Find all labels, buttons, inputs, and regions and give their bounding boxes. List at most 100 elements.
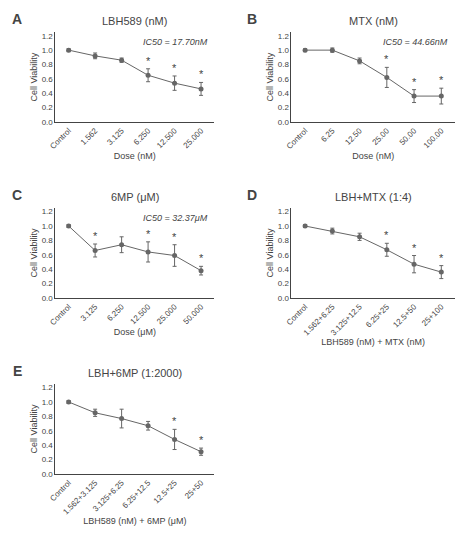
svg-text:*: * [172, 62, 177, 74]
svg-text:IC50 = 17.70nM: IC50 = 17.70nM [143, 37, 208, 47]
svg-text:Control: Control [48, 302, 73, 327]
svg-text:LBH589 (nM) + 6MP (μM): LBH589 (nM) + 6MP (μM) [83, 516, 186, 526]
svg-text:1.562+6.25: 1.562+6.25 [302, 302, 337, 337]
svg-text:3.125+6.25: 3.125+6.25 [91, 478, 126, 513]
svg-text:1.0: 1.0 [42, 222, 54, 231]
svg-text:25.00: 25.00 [371, 126, 392, 147]
svg-text:Dose (nM): Dose (nM) [114, 151, 156, 161]
svg-text:6.25+12.5: 6.25+12.5 [121, 478, 153, 510]
svg-text:1.2: 1.2 [278, 32, 290, 41]
svg-text:1.2: 1.2 [278, 207, 290, 216]
svg-text:Control: Control [285, 126, 310, 151]
svg-text:Control: Control [285, 302, 310, 327]
svg-text:*: * [199, 252, 204, 264]
svg-text:0.2: 0.2 [42, 279, 54, 288]
svg-text:0.8: 0.8 [42, 236, 54, 245]
svg-text:IC50 = 32.37μM: IC50 = 32.37μM [143, 213, 208, 223]
svg-text:Dose (nM): Dose (nM) [352, 151, 394, 161]
svg-text:1.0: 1.0 [42, 46, 54, 55]
svg-text:50.000: 50.000 [182, 302, 206, 326]
svg-text:6MP (μM): 6MP (μM) [111, 191, 159, 203]
svg-text:*: * [199, 68, 204, 80]
svg-text:1.562+3.125: 1.562+3.125 [61, 478, 99, 516]
svg-text:Control: Control [48, 478, 73, 503]
svg-text:0.2: 0.2 [42, 103, 54, 112]
svg-text:LBH+MTX (1:4): LBH+MTX (1:4) [335, 191, 412, 203]
svg-text:0.4: 0.4 [278, 89, 290, 98]
svg-text:12.5+50: 12.5+50 [391, 302, 418, 329]
svg-text:MTX (nM): MTX (nM) [349, 15, 398, 27]
svg-text:1.0: 1.0 [278, 46, 290, 55]
svg-text:12.5+25: 12.5+25 [152, 478, 179, 505]
svg-text:Cell Viability: Cell Viability [29, 228, 39, 277]
svg-text:Dose (μM): Dose (μM) [114, 327, 156, 337]
svg-text:Cell Viability: Cell Viability [265, 228, 275, 277]
svg-text:25+50: 25+50 [183, 478, 206, 501]
svg-text:*: * [146, 228, 151, 240]
svg-text:Cell Viability: Cell Viability [265, 52, 275, 101]
svg-text:*: * [412, 76, 417, 88]
svg-text:12.50: 12.50 [343, 126, 364, 147]
svg-text:LBH+6MP (1:2000): LBH+6MP (1:2000) [88, 367, 182, 379]
svg-text:1.0: 1.0 [42, 398, 54, 407]
svg-text:0.2: 0.2 [278, 103, 290, 112]
svg-text:6.250: 6.250 [105, 302, 126, 323]
svg-text:LBH589 (nM): LBH589 (nM) [102, 15, 167, 27]
svg-text:*: * [439, 74, 444, 86]
svg-text:0.4: 0.4 [42, 265, 54, 274]
svg-text:1.2: 1.2 [42, 207, 54, 216]
svg-text:1.0: 1.0 [278, 222, 290, 231]
svg-text:0.6: 0.6 [42, 75, 54, 84]
svg-text:0.0: 0.0 [278, 118, 290, 127]
svg-text:0.6: 0.6 [278, 75, 290, 84]
svg-text:E: E [13, 363, 22, 379]
svg-text:0.0: 0.0 [278, 294, 290, 303]
svg-text:*: * [199, 434, 204, 446]
svg-text:1.2: 1.2 [42, 383, 54, 392]
svg-text:100.00: 100.00 [422, 126, 446, 150]
svg-text:25.000: 25.000 [155, 302, 179, 326]
svg-text:3.125+12.5: 3.125+12.5 [329, 302, 364, 337]
svg-text:*: * [412, 242, 417, 254]
svg-text:50.00: 50.00 [398, 126, 419, 147]
svg-text:*: * [172, 415, 177, 427]
svg-text:0.0: 0.0 [42, 470, 54, 479]
svg-text:25.000: 25.000 [182, 126, 206, 150]
svg-text:*: * [384, 53, 389, 65]
svg-text:IC50 = 44.66nM: IC50 = 44.66nM [383, 37, 448, 47]
svg-text:Cell Viability: Cell Viability [29, 404, 39, 453]
svg-text:Cell Viability: Cell Viability [29, 52, 39, 101]
svg-text:0.4: 0.4 [42, 441, 54, 450]
svg-text:B: B [247, 11, 257, 27]
svg-text:0.4: 0.4 [278, 265, 290, 274]
svg-text:*: * [93, 230, 98, 242]
svg-text:6.25: 6.25 [319, 126, 337, 144]
svg-text:0.2: 0.2 [278, 279, 290, 288]
svg-text:A: A [12, 11, 22, 27]
svg-text:6.25+25: 6.25+25 [364, 302, 391, 329]
svg-text:*: * [172, 231, 177, 243]
svg-text:0.2: 0.2 [42, 455, 54, 464]
svg-text:*: * [146, 55, 151, 67]
svg-text:0.8: 0.8 [42, 412, 54, 421]
svg-text:0.0: 0.0 [42, 294, 54, 303]
svg-text:0.0: 0.0 [42, 118, 54, 127]
svg-text:0.8: 0.8 [42, 60, 54, 69]
svg-text:D: D [247, 187, 257, 203]
svg-text:0.4: 0.4 [42, 89, 54, 98]
svg-text:12.500: 12.500 [129, 302, 153, 326]
svg-text:3.125: 3.125 [79, 302, 100, 323]
svg-text:1.562: 1.562 [79, 126, 100, 147]
svg-text:0.6: 0.6 [42, 427, 54, 436]
svg-text:0.6: 0.6 [42, 251, 54, 260]
svg-text:*: * [439, 252, 444, 264]
svg-text:1.2: 1.2 [42, 32, 54, 41]
svg-text:LBH589 (nM) + MTX (nM): LBH589 (nM) + MTX (nM) [321, 337, 425, 347]
svg-text:C: C [12, 187, 22, 203]
svg-text:6.250: 6.250 [132, 126, 153, 147]
svg-text:25+100: 25+100 [420, 302, 446, 328]
svg-text:0.6: 0.6 [278, 251, 290, 260]
svg-text:12.500: 12.500 [155, 126, 179, 150]
svg-text:0.8: 0.8 [278, 60, 290, 69]
svg-text:0.8: 0.8 [278, 236, 290, 245]
